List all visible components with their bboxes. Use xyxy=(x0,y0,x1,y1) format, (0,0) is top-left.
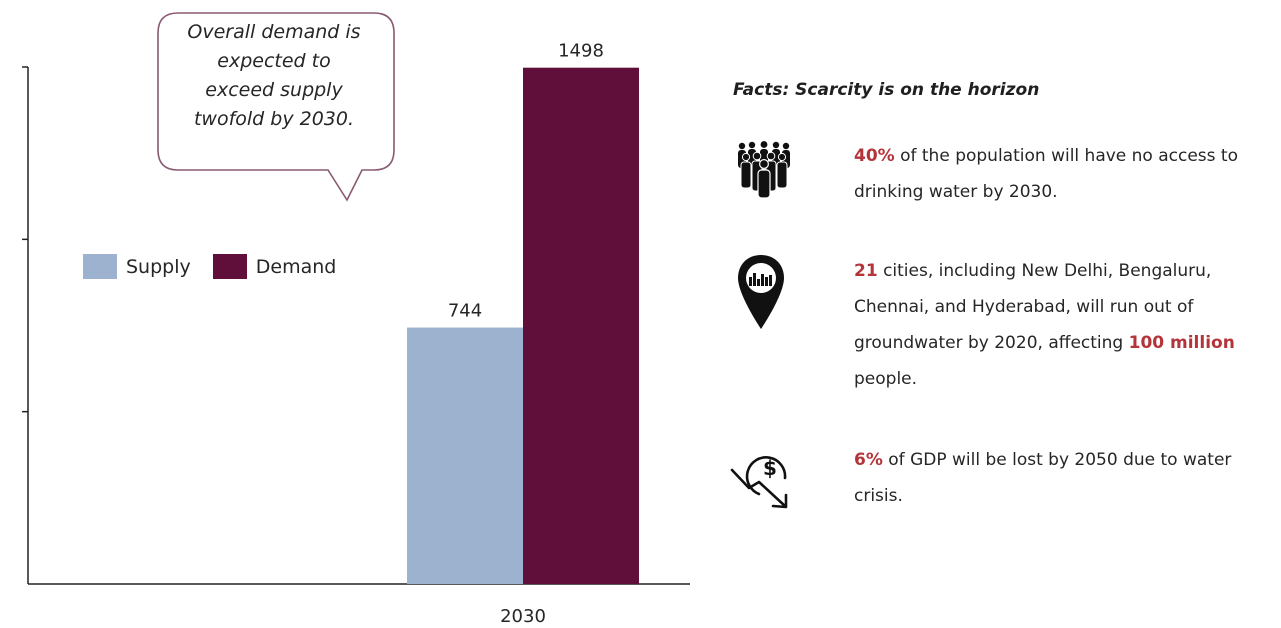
bar-series xyxy=(407,67,639,584)
fact-highlight-6: 6% xyxy=(854,450,883,470)
callout-text: Overall demand is expected to exceed sup… xyxy=(187,21,361,130)
fact-body-population: of the population will have no access to… xyxy=(854,146,1238,202)
fact-text-gdp: 6% of GDP will be lost by 2050 due to wa… xyxy=(854,442,1264,514)
facts-panel: Facts: Scarcity is on the horizon 40% of… xyxy=(730,80,1273,509)
chart-legend: Supply Demand xyxy=(83,254,358,279)
legend-swatch-supply xyxy=(83,254,117,279)
fact-highlight-40: 40% xyxy=(854,146,895,166)
dollar-decline-icon: $ xyxy=(730,456,788,509)
bar-demand-2030 xyxy=(523,67,639,584)
legend-label-demand: Demand xyxy=(255,255,337,278)
fact-highlight-100-million: 100 million xyxy=(1128,333,1235,353)
bar-data-labels: 744 1498 2030 xyxy=(448,41,604,627)
fact-body-cities-b: people. xyxy=(854,369,918,389)
legend-label-supply: Supply xyxy=(126,255,191,278)
fact-highlight-21: 21 xyxy=(854,261,878,281)
fact-text-cities: 21 cities, including New Delhi, Bengalur… xyxy=(854,253,1264,397)
fact-text-population: 40% of the population will have no acces… xyxy=(854,138,1264,210)
x-tick-label-2030: 2030 xyxy=(500,606,546,627)
city-location-pin-icon xyxy=(738,255,784,329)
bar-supply-2030 xyxy=(407,327,523,584)
data-label-demand: 1498 xyxy=(558,41,604,62)
svg-text:$: $ xyxy=(763,456,777,480)
people-crowd-icon xyxy=(738,141,790,199)
bar-chart: 744 1498 2030 xyxy=(22,12,690,627)
fact-body-gdp: of GDP will be lost by 2050 due to water… xyxy=(854,450,1232,506)
fact-body-cities-a: cities, including New Delhi, Bengaluru, … xyxy=(854,261,1212,353)
callout-bubble xyxy=(157,12,395,202)
facts-title: Facts: Scarcity is on the horizon xyxy=(733,80,1040,100)
data-label-supply: 744 xyxy=(448,301,482,322)
legend-swatch-demand xyxy=(212,254,247,279)
